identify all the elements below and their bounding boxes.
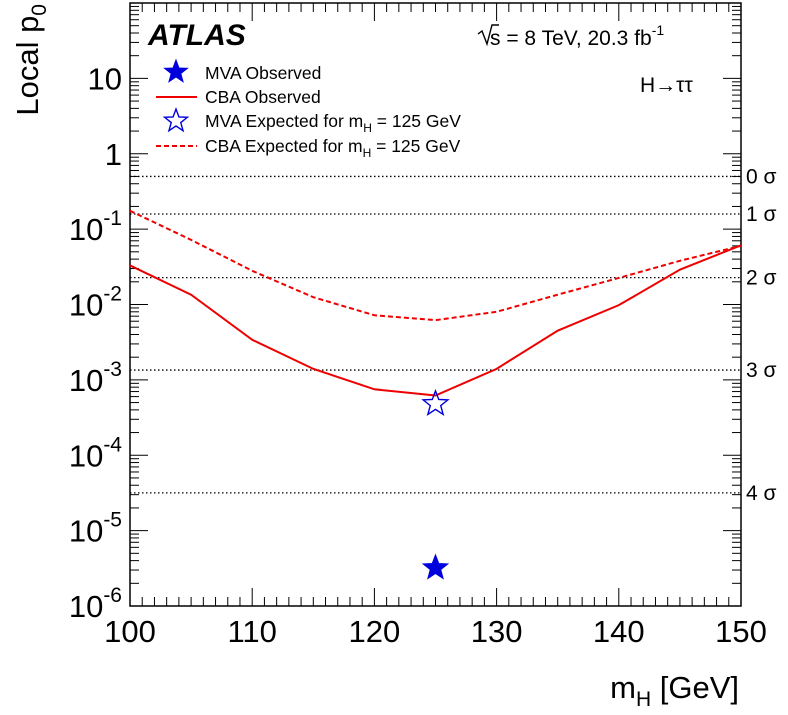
legend: MVA Observed CBA Observed MVA Expected f… <box>156 58 461 160</box>
x-tick-label: 120 <box>349 614 401 649</box>
y-tick-label: 10-6 <box>69 584 122 624</box>
svg-text:s = 8 TeV, 20.3 fb-1: s = 8 TeV, 20.3 fb-1 <box>490 22 664 50</box>
sigma-label: 0 σ <box>746 165 777 188</box>
series-lines <box>129 209 742 397</box>
cba-expected-line <box>129 209 742 322</box>
y-tick-label: 10 <box>88 61 122 96</box>
sigma-label: 1 σ <box>746 203 777 226</box>
legend-filled-star-icon <box>163 58 189 83</box>
svg-text:MVA Observed: MVA Observed <box>205 63 321 83</box>
major-ticks <box>129 3 742 607</box>
channel-label: H→ττ <box>640 74 693 97</box>
y-tick-label: 10-4 <box>69 433 122 473</box>
y-tick-label: 10-3 <box>69 358 122 398</box>
sigma-label: 3 σ <box>746 359 777 382</box>
x-axis-title: mH [GeV] <box>610 670 739 711</box>
y-tick-label: 1 <box>105 137 122 172</box>
legend-entry-cba-observed: CBA Observed <box>156 87 321 107</box>
x-tick-label: 150 <box>715 614 767 649</box>
sigma-lines: 0 σ 1 σ 2 σ 3 σ 4 σ <box>130 165 777 505</box>
y-tick-label: 10-5 <box>69 509 122 549</box>
x-tick-label: 140 <box>593 614 645 649</box>
legend-entry-mva-observed: MVA Observed <box>163 58 321 83</box>
y-tick-label: 10-1 <box>69 207 122 247</box>
energy-label: s = 8 TeV, 20.3 fb-1 <box>477 22 664 50</box>
mva-observed-star <box>421 553 450 580</box>
legend-entry-cba-expected: CBA Expected for mH = 125 GeV <box>156 136 461 160</box>
svg-text:CBA Expected for mH = 125 GeV: CBA Expected for mH = 125 GeV <box>205 136 461 160</box>
x-tick-labels: 100 110 120 130 140 150 <box>104 614 767 649</box>
svg-text:CBA Observed: CBA Observed <box>205 87 321 107</box>
y-tick-label: 10-2 <box>69 283 122 323</box>
svg-text:MVA Expected for mH = 125 GeV: MVA Expected for mH = 125 GeV <box>205 111 461 135</box>
sigma-label: 2 σ <box>746 267 777 290</box>
sigma-label: 4 σ <box>746 482 777 505</box>
legend-open-star-icon <box>162 106 190 133</box>
x-tick-label: 110 <box>227 614 276 649</box>
legend-entry-mva-expected: MVA Expected for mH = 125 GeV <box>162 106 461 135</box>
point-markers <box>421 388 450 580</box>
mva-expected-star <box>421 388 450 417</box>
cba-observed-line <box>129 244 742 397</box>
x-tick-label: 100 <box>104 614 156 649</box>
atlas-label: ATLAS <box>147 19 246 52</box>
y-axis-title: Local p0 <box>10 4 51 116</box>
x-tick-label: 130 <box>471 614 523 649</box>
y-tick-labels: 10-6 10-5 10-4 10-3 10-2 10-1 1 10 <box>69 61 122 624</box>
